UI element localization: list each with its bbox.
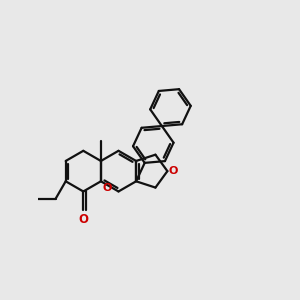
Text: O: O <box>78 212 88 226</box>
Text: O: O <box>102 183 112 193</box>
Text: O: O <box>169 166 178 176</box>
